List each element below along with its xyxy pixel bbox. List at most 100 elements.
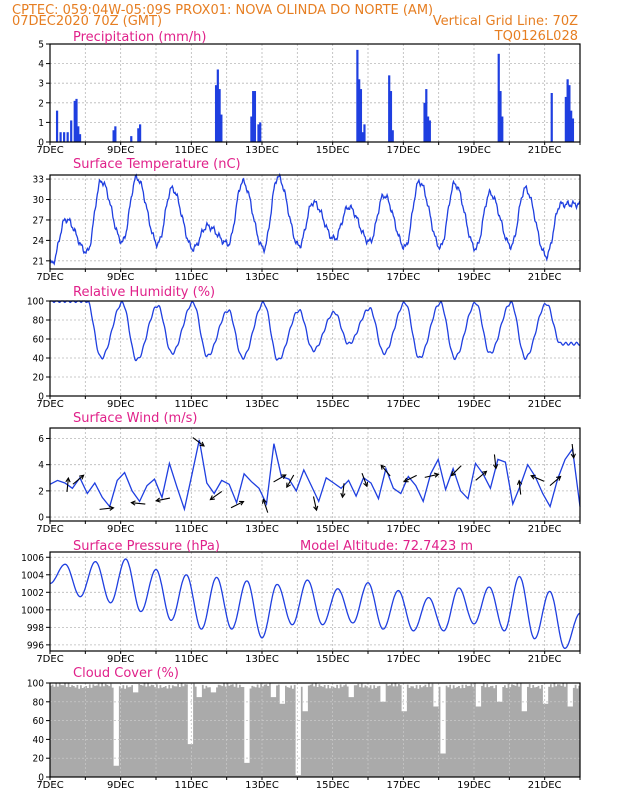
y-tick-label: 4 bbox=[38, 460, 44, 471]
precip-bar bbox=[70, 120, 73, 142]
precip-bar bbox=[214, 85, 218, 142]
x-tick-label: 7DEC bbox=[36, 524, 63, 535]
precip-bar bbox=[428, 120, 431, 142]
wind-arrow-shaft bbox=[403, 474, 417, 483]
wind-arrow bbox=[286, 474, 295, 489]
wind-arrow-head bbox=[516, 479, 523, 486]
wind-arrow-head bbox=[79, 474, 85, 480]
x-tick-label: 19DEC bbox=[457, 654, 491, 665]
wind-arrow-shaft bbox=[192, 437, 205, 447]
x-tick-label: 7DEC bbox=[36, 145, 63, 156]
x-tick-label: 19DEC bbox=[457, 399, 491, 410]
x-tick-label: 15DEC bbox=[316, 272, 350, 283]
wind-arrow-shaft bbox=[361, 473, 368, 487]
wind-arrow bbox=[340, 483, 346, 499]
wind-arrow-shaft bbox=[475, 470, 487, 481]
wind-arrow-shaft bbox=[99, 507, 114, 510]
x-tick-label: 21DEC bbox=[528, 780, 562, 791]
precip-bar bbox=[388, 75, 391, 142]
precip-bar bbox=[137, 128, 140, 142]
wind-arrow-head bbox=[109, 505, 115, 511]
precip-bar bbox=[391, 130, 394, 142]
y-tick-label: 5 bbox=[38, 40, 44, 51]
x-tick-label: 21DEC bbox=[528, 399, 562, 410]
y-tick-label: 100 bbox=[27, 297, 44, 308]
cloud-cover-area bbox=[50, 683, 580, 777]
precip-bar bbox=[568, 85, 571, 142]
wind-arrow bbox=[261, 498, 269, 513]
precip-bar bbox=[218, 89, 221, 142]
precip-bar bbox=[259, 122, 262, 142]
y-tick-label: 21 bbox=[33, 256, 44, 267]
precip-bar bbox=[66, 132, 69, 142]
y-tick-label: 3 bbox=[38, 79, 44, 90]
x-tick-label: 15DEC bbox=[316, 524, 350, 535]
x-tick-label: 15DEC bbox=[316, 145, 350, 156]
pressure-line bbox=[49, 558, 581, 649]
precip-bar bbox=[501, 116, 504, 142]
wind-arrow bbox=[72, 474, 85, 485]
y-tick-label: 1002 bbox=[21, 588, 44, 599]
y-tick-label: 0 bbox=[38, 138, 44, 149]
y-tick-label: 80 bbox=[33, 316, 45, 327]
wind-arrow bbox=[273, 474, 287, 483]
precip-bar bbox=[114, 126, 117, 142]
wind-arrow-head bbox=[281, 474, 287, 480]
precip-bar bbox=[363, 124, 366, 142]
wind-arrow-head bbox=[481, 470, 488, 476]
y-tick-label: 1004 bbox=[21, 570, 44, 581]
x-tick-label: 11DEC bbox=[174, 654, 208, 665]
wind-arrow bbox=[450, 465, 462, 477]
wind-arrow bbox=[549, 475, 562, 487]
x-tick-label: 9DEC bbox=[107, 399, 134, 410]
precip-bar bbox=[75, 98, 78, 142]
precip-bar bbox=[359, 89, 363, 142]
wind-arrow-shaft bbox=[131, 502, 146, 505]
temperature-line bbox=[49, 172, 581, 266]
wind-arrow bbox=[424, 472, 440, 478]
wind-arrow-head bbox=[286, 482, 291, 489]
x-tick-label: 17DEC bbox=[386, 272, 420, 283]
wind-arrow bbox=[403, 474, 417, 483]
wind-arrow-shaft bbox=[230, 501, 244, 509]
x-tick-label: 17DEC bbox=[386, 145, 420, 156]
wind-arrow-head bbox=[65, 476, 71, 483]
y-tick-label: 1 bbox=[38, 118, 44, 129]
x-tick-label: 19DEC bbox=[457, 145, 491, 156]
precip-bar bbox=[564, 96, 567, 142]
x-tick-label: 17DEC bbox=[386, 780, 420, 791]
precip-bar bbox=[252, 91, 255, 142]
precip-bar bbox=[73, 100, 76, 142]
x-tick-label: 11DEC bbox=[174, 272, 208, 283]
precip-bar bbox=[220, 114, 223, 142]
y-tick-label: 80 bbox=[33, 697, 45, 708]
precip-bar bbox=[77, 126, 80, 142]
precip-bar bbox=[356, 49, 359, 142]
precip-bar bbox=[63, 132, 66, 142]
precip-bar bbox=[497, 53, 500, 142]
y-tick-label: 996 bbox=[27, 640, 44, 651]
humidity-line bbox=[50, 300, 581, 362]
precip-bar bbox=[499, 91, 502, 142]
y-tick-label: 20 bbox=[33, 373, 45, 384]
x-tick-label: 7DEC bbox=[36, 272, 63, 283]
precip-bar bbox=[130, 136, 133, 142]
wind-arrow-shaft bbox=[156, 497, 171, 502]
y-tick-label: 20 bbox=[33, 754, 45, 765]
y-tick-label: 4 bbox=[38, 59, 44, 70]
precip-bar bbox=[112, 130, 115, 142]
wind-arrow bbox=[192, 437, 205, 447]
wind-arrow-head bbox=[492, 464, 499, 470]
precip-bar bbox=[426, 116, 430, 142]
x-tick-label: 11DEC bbox=[174, 524, 208, 535]
precip-bar bbox=[139, 124, 142, 142]
y-tick-label: 998 bbox=[27, 623, 44, 634]
y-tick-label: 0 bbox=[38, 773, 44, 784]
y-tick-label: 33 bbox=[33, 175, 44, 186]
wind-arrow-shaft bbox=[341, 483, 345, 498]
x-tick-label: 9DEC bbox=[107, 524, 134, 535]
precip-bar bbox=[55, 110, 59, 142]
x-tick-label: 13DEC bbox=[245, 272, 279, 283]
model-altitude-label: Model Altitude: 72.7423 m bbox=[300, 539, 473, 554]
